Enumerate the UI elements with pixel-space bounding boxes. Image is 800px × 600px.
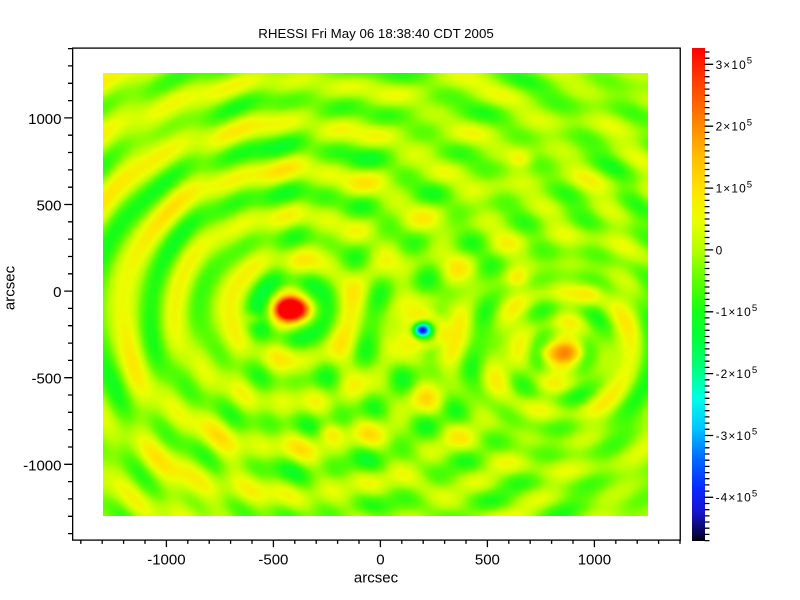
svg-text:3×105: 3×105: [716, 56, 754, 72]
svg-text:-3×105: -3×105: [716, 427, 759, 443]
svg-text:-1000: -1000: [23, 457, 61, 474]
svg-text:arcsec: arcsec: [1, 265, 18, 310]
svg-text:1000: 1000: [578, 551, 611, 568]
svg-text:-500: -500: [31, 371, 61, 388]
svg-text:-1×105: -1×105: [716, 303, 759, 319]
svg-text:1000: 1000: [28, 111, 61, 128]
svg-text:-1000: -1000: [147, 551, 185, 568]
svg-text:-4×105: -4×105: [716, 489, 759, 505]
svg-text:500: 500: [36, 198, 61, 215]
svg-text:0: 0: [376, 551, 384, 568]
svg-text:1×105: 1×105: [716, 179, 754, 195]
svg-text:0: 0: [53, 284, 61, 301]
svg-text:500: 500: [475, 551, 500, 568]
svg-text:2×105: 2×105: [716, 117, 754, 133]
svg-text:arcsec: arcsec: [354, 570, 399, 587]
svg-text:-2×105: -2×105: [716, 365, 759, 381]
svg-text:RHESSI Fri May 06 18:38:40 CDT: RHESSI Fri May 06 18:38:40 CDT 2005: [258, 26, 494, 41]
svg-text:0: 0: [716, 243, 724, 257]
svg-text:-500: -500: [258, 551, 288, 568]
